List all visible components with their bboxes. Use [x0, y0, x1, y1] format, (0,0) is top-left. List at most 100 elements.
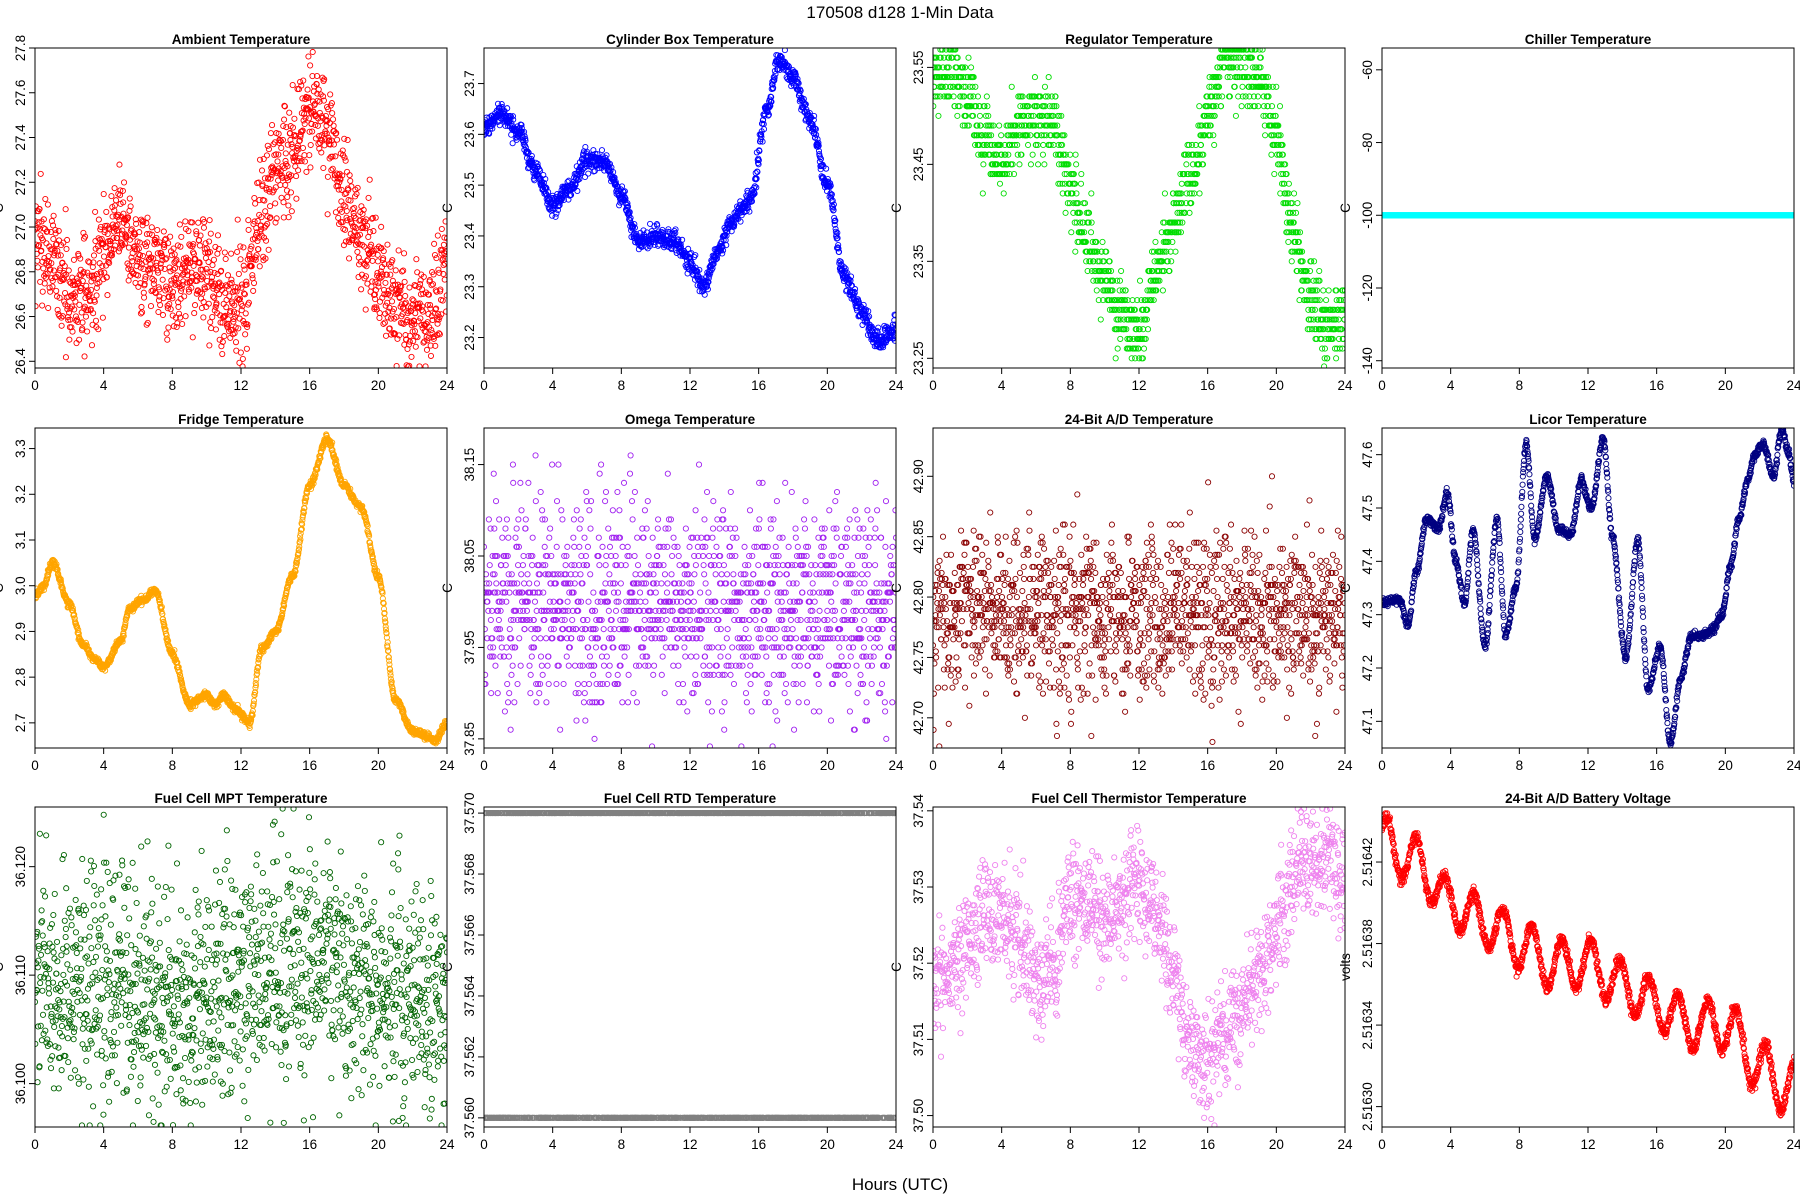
data-point [848, 273, 855, 280]
y-tick-label: 23.55 [911, 50, 926, 84]
data-point [1270, 112, 1277, 119]
data-point [1136, 355, 1143, 362]
y-tick-label: 23.3 [462, 274, 477, 300]
data-point [222, 255, 229, 263]
data-point [1207, 112, 1215, 119]
data-point [144, 239, 151, 246]
data-point [173, 272, 181, 279]
data-point [61, 262, 68, 270]
data-point [362, 273, 370, 280]
data-point [1114, 345, 1121, 352]
data-point [333, 170, 340, 177]
data-point [423, 346, 431, 353]
data-point [180, 278, 187, 285]
data-point [1070, 171, 1077, 178]
x-tick-label: 20 [820, 378, 835, 393]
data-point [606, 164, 613, 171]
data-point [389, 257, 396, 264]
data-point [369, 214, 376, 222]
data-point [1117, 316, 1124, 323]
data-point [1276, 103, 1284, 110]
data-point [380, 248, 387, 255]
data-point [720, 237, 727, 244]
data-point [431, 240, 438, 247]
data-point [1239, 93, 1246, 100]
data-point [425, 291, 433, 298]
data-point [419, 308, 427, 315]
data-point [365, 194, 372, 201]
data-point [984, 103, 991, 110]
data-point [1179, 200, 1186, 207]
data-point [1143, 316, 1150, 323]
data-point [438, 225, 445, 233]
data-point [934, 93, 941, 100]
data-point [1010, 171, 1018, 178]
data-point [393, 363, 400, 368]
data-point [521, 128, 528, 135]
data-point [272, 219, 279, 226]
data-point [1025, 103, 1032, 110]
data-point [272, 200, 279, 207]
data-point [400, 320, 407, 327]
data-point [817, 155, 825, 162]
data-point [851, 289, 858, 296]
data-point [163, 285, 171, 292]
data-point [970, 74, 977, 81]
data-point [1161, 190, 1168, 197]
data-point [239, 363, 246, 368]
data-point [321, 76, 328, 83]
data-point [287, 189, 295, 196]
data-point [265, 246, 272, 253]
data-point [386, 292, 394, 299]
data-point [1068, 229, 1075, 236]
data-point [1290, 219, 1297, 226]
data-point [302, 114, 309, 121]
data-point [1116, 287, 1123, 294]
y-axis-label: C [440, 203, 455, 213]
data-point [1072, 151, 1079, 158]
data-point [36, 205, 43, 213]
data-point [240, 290, 248, 297]
data-point [1046, 103, 1053, 110]
data-point [401, 278, 408, 285]
data-point [164, 336, 171, 343]
data-point [1061, 171, 1068, 178]
data-point [276, 137, 283, 144]
data-point [723, 242, 730, 249]
data-point [1196, 103, 1203, 110]
data-point [441, 234, 447, 241]
data-point [217, 319, 224, 326]
x-tick-label: 4 [549, 378, 557, 393]
series-points [35, 48, 447, 368]
data-point [1009, 161, 1016, 168]
data-point [206, 238, 213, 245]
data-point [1034, 132, 1041, 139]
data-point [643, 243, 650, 250]
data-point [407, 332, 414, 339]
plot-frame [34, 47, 448, 369]
data-point [349, 206, 356, 213]
data-point [441, 276, 447, 283]
data-point [1051, 122, 1059, 129]
data-point [1027, 132, 1034, 139]
data-point [1263, 83, 1270, 90]
data-point [1095, 297, 1102, 304]
data-point [1082, 238, 1089, 245]
data-point [430, 335, 437, 342]
data-point [1122, 287, 1129, 294]
data-point [316, 109, 323, 116]
y-tick-label: 23.35 [911, 244, 926, 278]
data-point [1197, 141, 1205, 149]
data-point [308, 120, 315, 128]
data-point [654, 222, 661, 229]
data-point [687, 258, 694, 265]
data-point [88, 286, 95, 293]
data-point [421, 328, 428, 335]
data-point [1166, 267, 1173, 275]
data-point [55, 227, 62, 234]
data-point [348, 183, 355, 190]
data-point [522, 135, 529, 142]
data-point [320, 164, 327, 172]
data-point [398, 283, 405, 290]
data-point [705, 278, 712, 286]
